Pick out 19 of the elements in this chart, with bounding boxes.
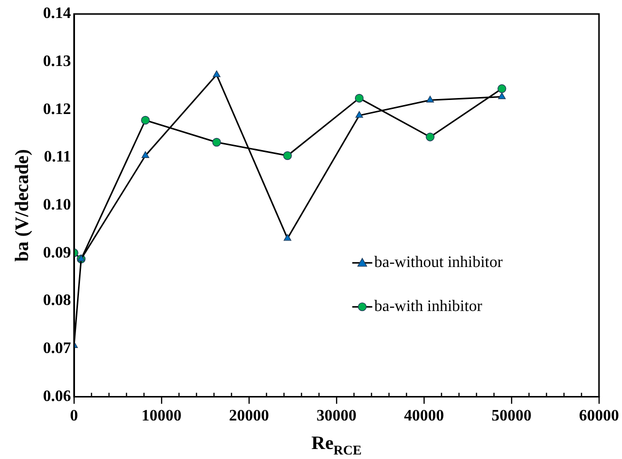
x-tick-label: 20000 <box>229 408 269 425</box>
y-tick-label: 0.10 <box>43 196 71 214</box>
y-tick-label: 0.12 <box>43 100 71 118</box>
x-tick-label: 40000 <box>404 408 444 425</box>
y-tick-label: 0.13 <box>43 52 71 70</box>
y-tick-label: 0.07 <box>43 340 71 358</box>
legend-label: ba-with inhibitor <box>374 298 483 316</box>
x-tick-label: 30000 <box>316 408 356 425</box>
y-tick-label: 0.06 <box>43 388 71 405</box>
y-tick-label: 0.14 <box>43 5 71 22</box>
x-tick-label: 50000 <box>492 408 532 425</box>
x-tick-label: 60000 <box>579 408 619 425</box>
y-tick-label: 0.09 <box>43 244 71 262</box>
x-tick-label: 10000 <box>142 408 182 425</box>
y-tick-label: 0.08 <box>43 292 71 310</box>
y-tick-label: 0.11 <box>44 148 71 166</box>
x-tick-label: 0 <box>70 408 78 425</box>
y-axis-title: ba (V/decade) <box>12 149 33 262</box>
legend-label: ba-without inhibitor <box>374 254 504 272</box>
